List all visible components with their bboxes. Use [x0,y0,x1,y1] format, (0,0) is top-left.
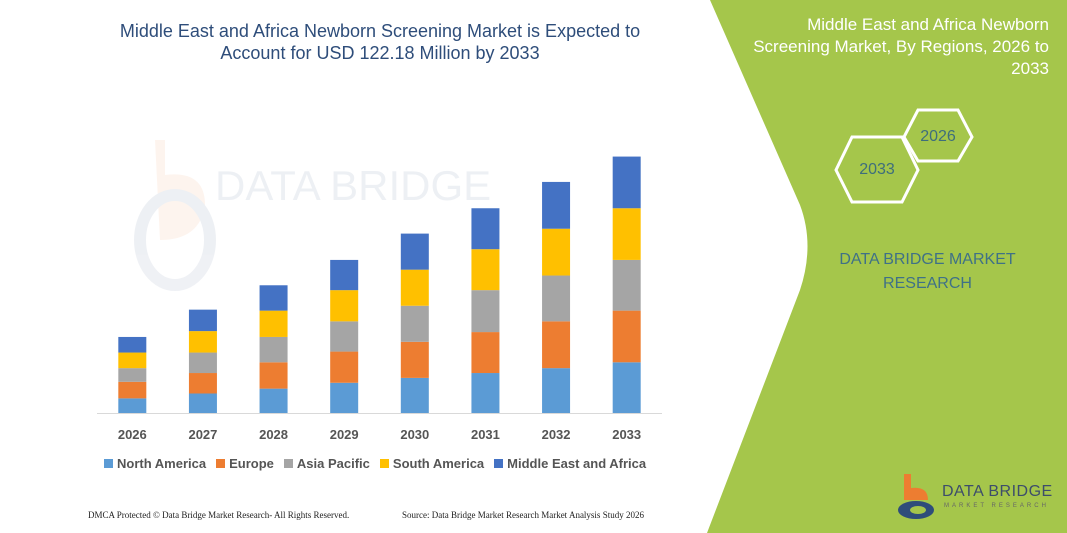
legend-item: North America [104,456,206,471]
bar-2033-middle-east-and-africa [612,156,641,209]
bar-2032-europe [542,321,571,369]
bar-2026-south-america [118,352,147,369]
bar-2028-europe [259,362,288,389]
bar-2028-asia-pacific [259,336,288,363]
bar-2029-north-america [330,382,359,413]
x-tick-label: 2030 [400,427,429,442]
legend-label: Europe [229,456,274,471]
legend-label: Asia Pacific [296,456,370,471]
hex-label-end: 2033 [859,161,895,178]
footer-source: Source: Data Bridge Market Research Mark… [402,510,644,520]
x-tick-label: 2031 [471,427,500,442]
chart-legend: North America Europe Asia Pacific South Ame… [104,456,646,471]
bar-2033-north-america [612,362,641,413]
legend-swatch [379,459,389,468]
chart-title: Middle East and Africa Newborn Screening… [119,21,641,63]
legend-item: Middle East and Africa [494,456,646,471]
bar-2026-europe [118,381,147,399]
x-tick-label: 2029 [330,427,359,442]
bar-2029-south-america [330,290,359,322]
bar-2026-asia-pacific [118,368,147,382]
bar-2026-middle-east-and-africa [118,336,147,353]
hex-label-start: 2026 [920,128,956,145]
bar-2031-middle-east-and-africa [471,208,500,250]
bar-2029-europe [330,351,359,383]
bar-2027-south-america [188,331,217,353]
hexagon-2033 [834,135,920,204]
bar-2033-asia-pacific [612,259,641,311]
bar-2030-asia-pacific [400,305,429,342]
bar-2032-south-america [542,228,571,276]
watermark-logo: DATA BRIDGE [134,140,491,291]
x-tick-label: 2026 [118,427,147,442]
bar-2029-asia-pacific [330,321,359,352]
bar-2027-europe [188,373,217,394]
legend-item: South America [379,456,485,471]
x-tick-label: 2027 [188,427,217,442]
legend-label: South America [392,456,485,471]
chart-plot: 2026 2027 2028 2029 2030 2031 2032 2033 [97,156,662,442]
side-panel-brand: DATA BRIDGE MARKET RESEARCH [839,251,1016,292]
side-panel-title: Middle East and Africa Newborn Screening… [753,15,1049,78]
bar-2030-south-america [400,269,429,306]
bar-2030-middle-east-and-africa [400,233,429,270]
legend-swatch [104,459,113,468]
bar-2029-middle-east-and-africa [330,259,359,291]
legend-swatch [494,459,504,468]
bar-2032-middle-east-and-africa [542,181,571,229]
bar-2030-north-america [400,377,429,413]
bar-2031-asia-pacific [471,290,500,333]
bar-2027-north-america [188,393,217,413]
bar-2032-north-america [542,368,571,413]
bar-2032-asia-pacific [542,275,571,322]
legend-swatch [283,459,293,468]
bar-2028-south-america [259,310,288,337]
logo-subtitle: MARKET RESEARCH [944,503,1049,509]
x-tick-label: 2033 [612,427,641,442]
x-tick-label: 2032 [542,427,571,442]
hexagon-2026 [902,108,974,163]
bar-2033-europe [612,310,641,363]
bar-2030-europe [400,341,429,378]
x-tick-label: 2028 [259,427,288,442]
bar-2027-asia-pacific [188,352,217,374]
green-side-panel [707,0,1067,533]
bar-2026-north-america [118,398,147,413]
legend-swatch [216,459,226,468]
svg-text:DATA BRIDGE: DATA BRIDGE [215,162,491,209]
bar-2031-south-america [471,249,500,291]
legend-label: Middle East and Africa [507,456,647,471]
bar-2031-north-america [471,373,500,413]
legend-item: Europe [216,456,274,471]
footer-copyright: DMCA Protected © Data Bridge Market Rese… [88,510,350,520]
logo-name: DATA BRIDGE [942,483,1053,500]
bar-2028-north-america [259,388,288,413]
bar-2028-middle-east-and-africa [259,285,288,311]
logo-icon [898,474,934,519]
legend-label: North America [117,456,207,471]
bar-2033-south-america [612,208,641,260]
bar-2031-europe [471,332,500,374]
legend-item: Asia Pacific [283,456,370,471]
bar-2027-middle-east-and-africa [188,309,217,332]
